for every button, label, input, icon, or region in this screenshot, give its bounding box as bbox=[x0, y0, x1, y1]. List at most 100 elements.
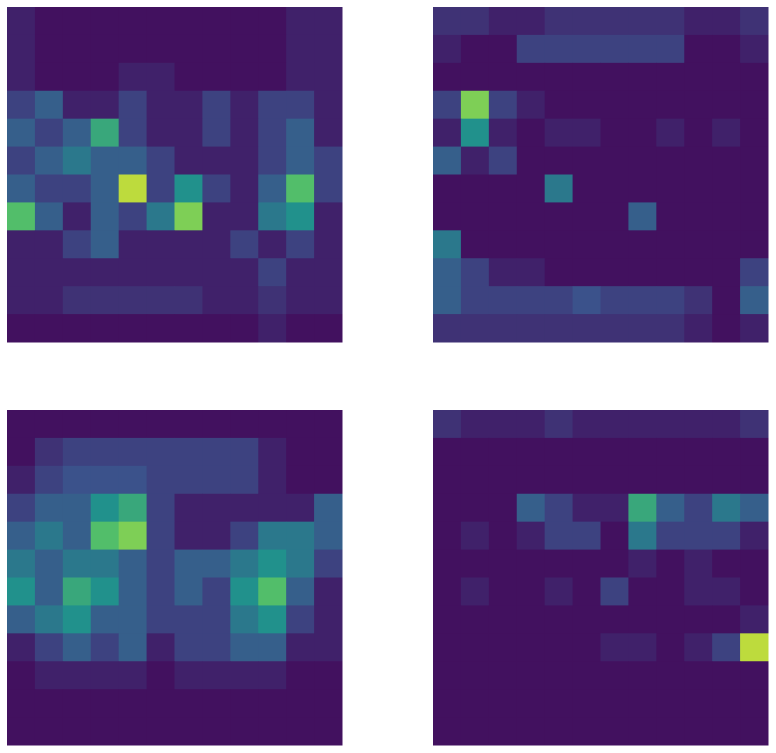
heatmap-cell bbox=[460, 230, 490, 259]
heatmap-cell bbox=[488, 521, 518, 551]
heatmap-cell bbox=[572, 465, 601, 495]
heatmap-cell bbox=[286, 146, 315, 175]
heatmap-cell bbox=[740, 62, 769, 92]
heatmap-cell bbox=[314, 7, 343, 36]
heatmap-cell bbox=[544, 62, 574, 92]
heatmap-cell bbox=[174, 174, 203, 203]
heatmap-cell bbox=[740, 437, 769, 467]
heatmap-cell bbox=[544, 174, 574, 203]
heatmap-cell bbox=[460, 549, 490, 578]
heatmap-cell bbox=[62, 230, 92, 259]
heatmap-cell bbox=[600, 437, 629, 467]
heatmap-cell bbox=[314, 286, 343, 315]
heatmap-cell bbox=[230, 174, 259, 203]
heatmap-cell bbox=[656, 34, 685, 64]
heatmap-cell bbox=[600, 174, 629, 203]
heatmap-cell bbox=[258, 314, 287, 343]
heatmap-cell bbox=[712, 689, 741, 718]
heatmap-cell bbox=[314, 34, 343, 64]
heatmap-cell bbox=[202, 146, 231, 175]
heatmap-cell bbox=[712, 286, 741, 315]
heatmap-cell bbox=[712, 605, 741, 634]
heatmap-cell bbox=[118, 286, 148, 315]
heatmap-cell bbox=[656, 90, 685, 120]
heatmap-cell bbox=[740, 230, 769, 259]
heatmap-cell bbox=[516, 314, 546, 343]
heatmap-cell bbox=[684, 465, 713, 495]
heatmap-cell bbox=[146, 549, 175, 578]
heatmap-cell bbox=[740, 146, 769, 175]
heatmap-cell bbox=[146, 493, 175, 523]
heatmap-cell bbox=[62, 465, 92, 495]
heatmap-cell bbox=[7, 689, 36, 718]
heatmap-cell bbox=[488, 410, 518, 439]
heatmap-cell bbox=[712, 230, 741, 259]
heatmap-cell bbox=[286, 202, 315, 231]
heatmap-cell bbox=[628, 230, 657, 259]
heatmap-cell bbox=[34, 118, 64, 148]
heatmap-cell bbox=[600, 577, 629, 606]
heatmap-cell bbox=[433, 118, 462, 148]
heatmap-cell bbox=[712, 90, 741, 120]
heatmap-cell bbox=[460, 437, 490, 467]
heatmap-cell bbox=[516, 410, 546, 439]
heatmap-cell bbox=[544, 258, 574, 287]
heatmap-cell bbox=[488, 689, 518, 718]
heatmap-cell bbox=[202, 174, 231, 203]
heatmap-cell bbox=[628, 521, 657, 551]
heatmap-cell bbox=[174, 493, 203, 523]
heatmap-cell bbox=[7, 661, 36, 690]
heatmap-cell bbox=[7, 549, 36, 578]
heatmap-cell bbox=[202, 258, 231, 287]
heatmap-cell bbox=[62, 174, 92, 203]
heatmap-cell bbox=[460, 146, 490, 175]
heatmap-cell bbox=[628, 493, 657, 523]
heatmap-cell bbox=[314, 118, 343, 148]
heatmap-cell bbox=[174, 286, 203, 315]
heatmap-cell bbox=[286, 230, 315, 259]
heatmap-cell bbox=[286, 314, 315, 343]
heatmap-cell bbox=[118, 605, 148, 634]
heatmap-cell bbox=[118, 521, 148, 551]
heatmap-cell bbox=[286, 717, 315, 746]
heatmap-cell bbox=[34, 34, 64, 64]
heatmap-cell bbox=[90, 258, 120, 287]
heatmap-cell bbox=[202, 577, 231, 606]
heatmap-cell bbox=[90, 577, 120, 606]
heatmap-cell bbox=[628, 258, 657, 287]
heatmap-cell bbox=[656, 202, 685, 231]
heatmap-cell bbox=[516, 521, 546, 551]
heatmap-cell bbox=[488, 34, 518, 64]
heatmap-cell bbox=[460, 465, 490, 495]
heatmap-cell bbox=[258, 577, 287, 606]
heatmap-cell bbox=[684, 493, 713, 523]
heatmap-cell bbox=[600, 202, 629, 231]
heatmap-cell bbox=[544, 465, 574, 495]
heatmap-cell bbox=[34, 7, 64, 36]
heatmap-cell bbox=[90, 314, 120, 343]
heatmap-cell bbox=[684, 410, 713, 439]
heatmap-cell bbox=[118, 661, 148, 690]
heatmap-cell bbox=[740, 174, 769, 203]
heatmap-cell bbox=[656, 410, 685, 439]
heatmap-cell bbox=[286, 174, 315, 203]
heatmap-cell bbox=[628, 174, 657, 203]
heatmap-cell bbox=[258, 689, 287, 718]
heatmap-cell bbox=[740, 258, 769, 287]
heatmap-cell bbox=[433, 34, 462, 64]
heatmap-cell bbox=[572, 314, 601, 343]
heatmap-cell bbox=[7, 286, 36, 315]
heatmap-cell bbox=[460, 118, 490, 148]
heatmap-cell bbox=[740, 7, 769, 36]
heatmap-cell bbox=[7, 146, 36, 175]
heatmap-cell bbox=[572, 717, 601, 746]
heatmap-cell bbox=[460, 314, 490, 343]
heatmap-cell bbox=[684, 437, 713, 467]
heatmap-cell bbox=[656, 521, 685, 551]
heatmap-cell bbox=[174, 577, 203, 606]
heatmap-cell bbox=[314, 689, 343, 718]
heatmap-cell bbox=[174, 633, 203, 662]
heatmap-cell bbox=[90, 465, 120, 495]
heatmap-cell bbox=[230, 34, 259, 64]
